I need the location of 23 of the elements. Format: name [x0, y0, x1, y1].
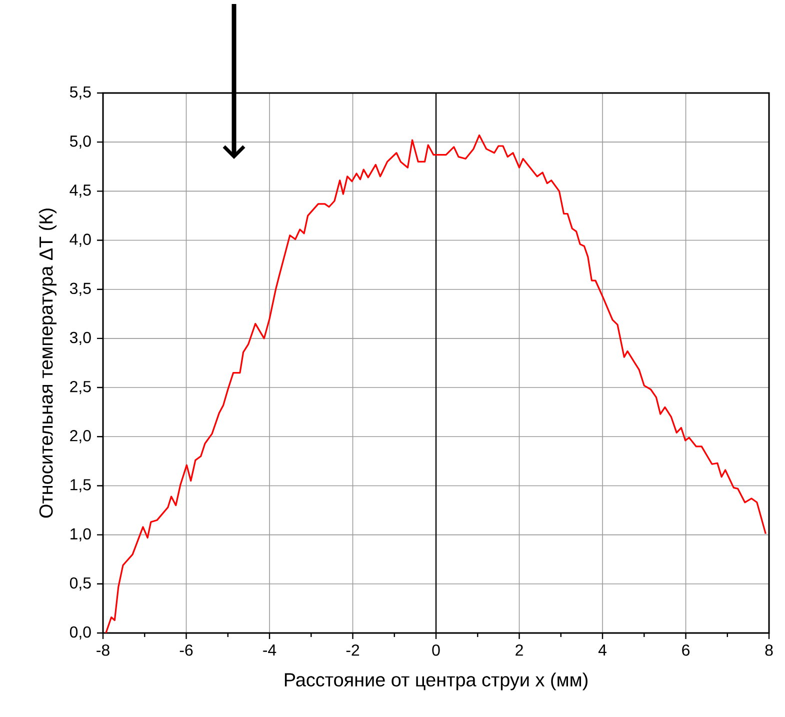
- y-tick-label: 0,5: [70, 577, 91, 590]
- y-tick-label: 3,5: [70, 282, 91, 296]
- y-tick-label: 0,0: [70, 626, 91, 640]
- y-tick-label: 3,0: [70, 332, 91, 346]
- x-axis-title: Расстояние от центра струи x (мм): [284, 672, 588, 690]
- y-tick-label: 1,0: [70, 528, 91, 542]
- x-tick-label: 0: [432, 644, 440, 656]
- y-tick-label: 2,5: [70, 380, 91, 394]
- y-tick-label: 2,0: [70, 430, 91, 444]
- x-tick-label: 2: [516, 644, 523, 656]
- y-tick-label: 5,5: [70, 86, 91, 100]
- x-tick-label: -6: [180, 644, 193, 656]
- x-tick-label: 4: [598, 644, 606, 656]
- x-tick-label: 6: [682, 644, 690, 656]
- x-tick-label: 8: [765, 644, 773, 656]
- y-tick-label: 5,0: [70, 136, 91, 149]
- x-tick-label: -2: [346, 644, 360, 656]
- y-tick-label: 4,5: [70, 184, 91, 198]
- y-tick-label: 1,5: [70, 479, 91, 492]
- x-tick-label: -4: [263, 644, 276, 656]
- y-axis-title: Относительная температура ΔT (К): [38, 208, 57, 518]
- x-tick-label: -8: [96, 644, 110, 656]
- y-tick-label: 4,0: [70, 234, 91, 247]
